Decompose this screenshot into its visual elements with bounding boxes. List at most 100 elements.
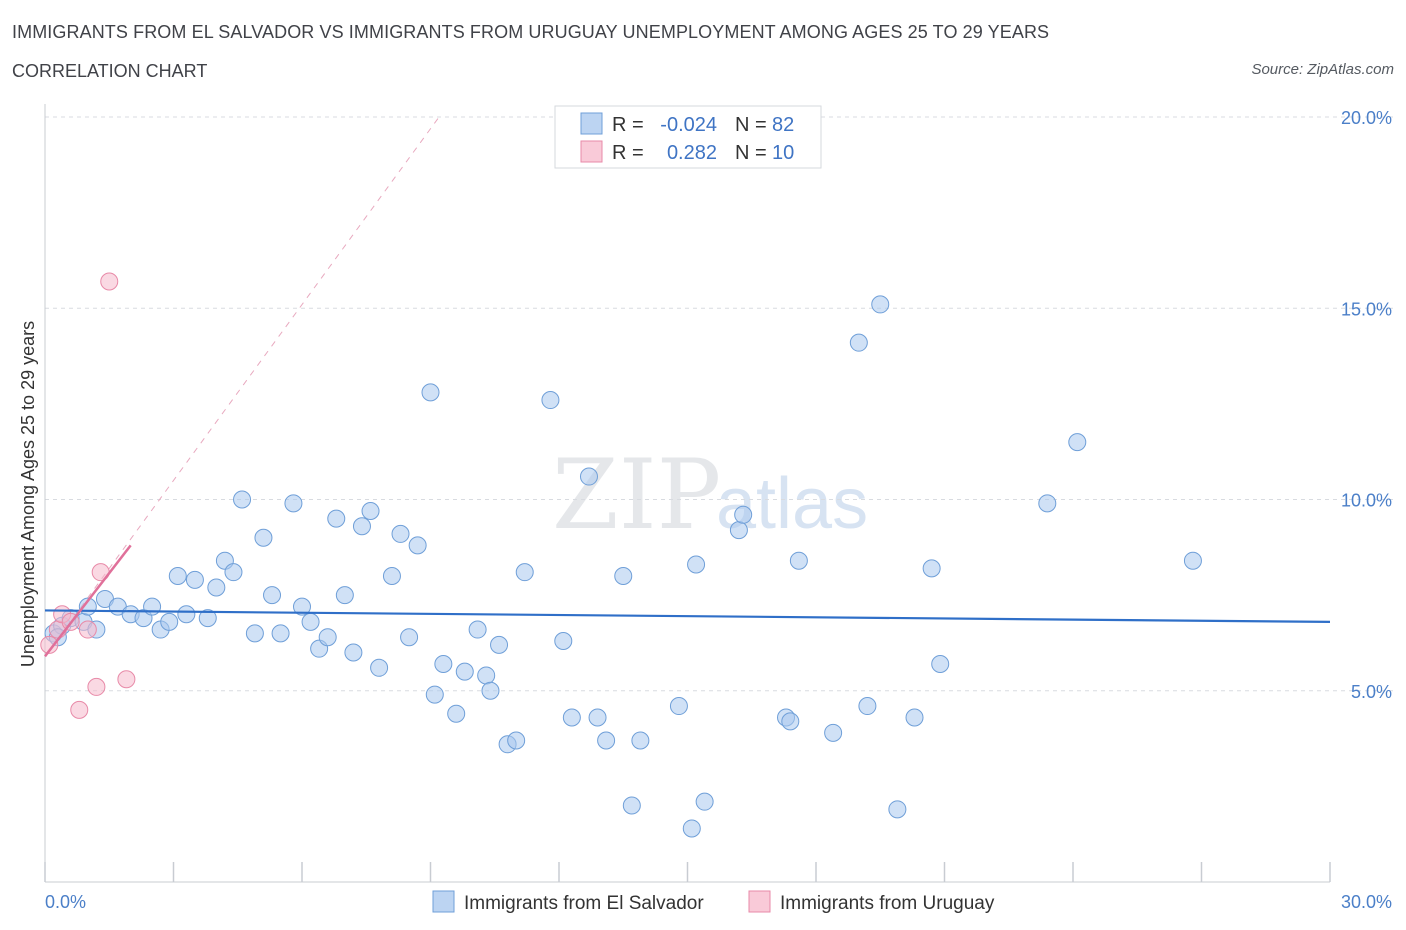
point-el-salvador-20 bbox=[233, 490, 252, 509]
x-tick-labels: 0.0% 30.0% bbox=[45, 892, 1392, 912]
series-legend: Immigrants from El Salvador Immigrants f… bbox=[432, 890, 995, 914]
point-el-salvador-51 bbox=[515, 563, 534, 582]
point-el-salvador-41 bbox=[425, 685, 444, 704]
point-el-salvador-16 bbox=[198, 609, 217, 628]
point-el-salvador-45 bbox=[468, 620, 487, 639]
legend-n-label-2: N = bbox=[735, 142, 767, 164]
point-el-salvador-58 bbox=[614, 567, 633, 585]
point-el-salvador-34 bbox=[361, 501, 380, 520]
point-el-salvador-53 bbox=[554, 632, 573, 651]
point-el-salvador-76 bbox=[922, 559, 941, 578]
legend-r-label-1: R = bbox=[612, 114, 644, 136]
point-uruguay-8 bbox=[100, 272, 119, 291]
points-uruguay bbox=[40, 272, 1331, 719]
point-el-salvador-38 bbox=[400, 628, 419, 647]
point-el-salvador-31 bbox=[335, 586, 354, 605]
legend-n-value-1: 82 bbox=[772, 114, 794, 136]
point-el-salvador-23 bbox=[263, 586, 282, 605]
point-el-salvador-48 bbox=[490, 635, 509, 654]
legend-swatch-blue bbox=[580, 112, 603, 135]
y-tick-label-0: 5.0% bbox=[1351, 682, 1392, 702]
legend-r-label-2: R = bbox=[612, 142, 644, 164]
point-el-salvador-75 bbox=[905, 708, 924, 727]
watermark: ZIP atlas bbox=[552, 439, 868, 551]
point-el-salvador-19 bbox=[224, 563, 243, 582]
point-el-salvador-52 bbox=[541, 391, 560, 410]
point-uruguay-6 bbox=[87, 677, 106, 696]
point-el-salvador-15 bbox=[185, 570, 204, 589]
point-el-salvador-60 bbox=[631, 731, 650, 750]
point-el-salvador-57 bbox=[597, 731, 616, 750]
trend-line-uruguay-extended bbox=[44, 116, 440, 657]
bottom-legend-label-uruguay: Immigrants from Uruguay bbox=[780, 893, 995, 914]
point-uruguay-0 bbox=[40, 635, 59, 654]
point-el-salvador-66 bbox=[734, 505, 753, 524]
chart-title: IMMIGRANTS FROM EL SALVADOR VS IMMIGRANT… bbox=[12, 22, 1050, 42]
legend-n-value-2: 10 bbox=[772, 142, 794, 164]
point-el-salvador-17 bbox=[207, 578, 226, 597]
point-el-salvador-70 bbox=[824, 723, 843, 742]
point-el-salvador-73 bbox=[871, 295, 890, 314]
point-uruguay-4 bbox=[70, 700, 89, 719]
point-el-salvador-30 bbox=[327, 509, 346, 528]
point-el-salvador-74 bbox=[888, 800, 907, 819]
point-el-salvador-40 bbox=[421, 383, 440, 402]
point-el-salvador-22 bbox=[254, 528, 273, 547]
point-el-salvador-26 bbox=[293, 597, 311, 616]
point-el-salvador-21 bbox=[245, 624, 264, 643]
point-el-salvador-32 bbox=[344, 643, 363, 662]
point-el-salvador-36 bbox=[382, 567, 401, 585]
point-el-salvador-35 bbox=[370, 658, 389, 677]
point-el-salvador-10 bbox=[143, 597, 162, 616]
correlation-legend: R = -0.024 N = 82 R = 0.282 N = 10 bbox=[554, 105, 822, 169]
point-el-salvador-47 bbox=[481, 681, 500, 700]
point-el-salvador-64 bbox=[695, 792, 714, 811]
y-axis-title: Unemployment Among Ages 25 to 29 years bbox=[18, 321, 38, 667]
x-tick-label-min: 0.0% bbox=[45, 892, 86, 912]
point-el-salvador-59 bbox=[622, 796, 641, 815]
points-el-salvador bbox=[44, 295, 1202, 838]
point-el-salvador-25 bbox=[284, 494, 303, 513]
chart-subtitle: CORRELATION CHART bbox=[12, 61, 208, 81]
grid-lines bbox=[45, 116, 1395, 692]
trend-lines bbox=[44, 116, 440, 657]
point-el-salvador-12 bbox=[160, 612, 179, 631]
y-tick-label-1: 10.0% bbox=[1341, 491, 1392, 511]
trend-line-uruguay bbox=[44, 544, 132, 658]
point-uruguay-9 bbox=[117, 670, 136, 689]
bottom-legend-swatch-pink bbox=[748, 890, 771, 913]
point-el-salvador-55 bbox=[579, 467, 598, 486]
point-el-salvador-14 bbox=[177, 605, 196, 624]
point-el-salvador-37 bbox=[391, 524, 410, 543]
y-tick-label-2: 15.0% bbox=[1341, 299, 1392, 319]
point-el-salvador-33 bbox=[352, 517, 371, 536]
trend-line-el-salvador bbox=[44, 609, 1331, 623]
bottom-legend-swatch-blue bbox=[432, 890, 455, 913]
x-tick-label-max: 30.0% bbox=[1341, 892, 1392, 912]
point-el-salvador-68 bbox=[781, 712, 800, 731]
point-uruguay-5 bbox=[78, 620, 97, 639]
point-el-salvador-43 bbox=[447, 704, 466, 723]
point-el-salvador-78 bbox=[1038, 494, 1057, 513]
point-el-salvador-39 bbox=[408, 536, 427, 555]
point-el-salvador-61 bbox=[669, 697, 688, 716]
point-el-salvador-42 bbox=[434, 654, 453, 673]
point-el-salvador-65 bbox=[729, 521, 748, 540]
point-el-salvador-54 bbox=[562, 708, 581, 727]
source-label: Source: ZipAtlas.com bbox=[1251, 61, 1394, 78]
point-el-salvador-44 bbox=[455, 662, 474, 681]
legend-r-value-1: -0.024 bbox=[660, 114, 717, 136]
bottom-legend-label-el-salvador: Immigrants from El Salvador bbox=[464, 893, 704, 914]
point-el-salvador-24 bbox=[271, 624, 290, 643]
point-el-salvador-79 bbox=[1068, 433, 1087, 452]
legend-swatch-pink bbox=[580, 140, 603, 163]
y-tick-label-3: 20.0% bbox=[1341, 108, 1392, 128]
point-el-salvador-71 bbox=[849, 333, 868, 352]
point-el-salvador-62 bbox=[682, 819, 701, 838]
point-el-salvador-46 bbox=[477, 666, 496, 685]
point-el-salvador-69 bbox=[789, 551, 808, 570]
point-el-salvador-56 bbox=[588, 708, 607, 727]
y-tick-labels: 5.0% 10.0% 15.0% 20.0% bbox=[1341, 108, 1392, 702]
point-el-salvador-50 bbox=[507, 731, 526, 750]
